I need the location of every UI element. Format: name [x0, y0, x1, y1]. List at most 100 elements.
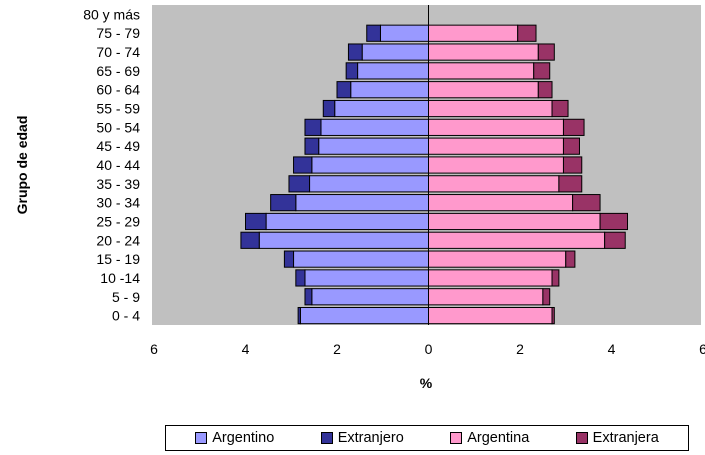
bar-extranjero-15-19 — [283, 250, 295, 268]
bar-extranjera-40-44 — [562, 156, 583, 174]
y-tick-label: 45 - 49 — [96, 138, 140, 154]
bar-argentina-55-59 — [428, 99, 553, 118]
bar-argentino-75-79 — [379, 24, 429, 42]
bar-extranjero-20-24 — [240, 231, 260, 249]
x-tick-label: 0 — [425, 341, 433, 357]
bar-argentina-5-9 — [428, 288, 544, 306]
bar-argentina-45-49 — [428, 137, 564, 155]
y-tick-label: 75 - 79 — [96, 25, 140, 41]
bar-extranjero-70-74 — [347, 43, 363, 61]
x-tick-label: 2 — [516, 341, 524, 357]
bar-extranjero-60-64 — [336, 81, 352, 99]
legend-swatch-extranjera — [575, 432, 588, 444]
bars-group — [240, 24, 629, 325]
bar-extranjero-35-39 — [288, 175, 311, 193]
y-tick-label: 0 - 4 — [112, 308, 140, 324]
legend-label-argentino: Argentino — [212, 430, 275, 446]
bar-extranjero-30-34 — [270, 194, 297, 212]
bar-argentina-70-74 — [428, 43, 539, 61]
bar-argentina-30-34 — [428, 194, 574, 212]
y-tick-label: 15 - 19 — [96, 251, 140, 267]
bar-argentina-0-4 — [428, 306, 553, 325]
bar-argentino-30-34 — [295, 194, 430, 212]
y-tick-label: 60 - 64 — [96, 82, 140, 98]
x-tick-label: 6 — [699, 341, 705, 357]
legend-label-extranjera: Extranjera — [592, 430, 659, 446]
bar-argentino-45-49 — [318, 137, 430, 155]
bar-extranjero-25-29 — [245, 212, 267, 231]
bar-extranjera-60-64 — [537, 81, 553, 99]
bar-argentino-40-44 — [311, 156, 429, 174]
bar-extranjera-30-34 — [572, 194, 601, 212]
y-axis-title: Grupo de edad — [14, 116, 30, 215]
bar-argentina-40-44 — [428, 156, 564, 174]
bar-argentina-35-39 — [428, 175, 560, 193]
legend-swatch-argentina — [450, 432, 463, 444]
y-tick-label: 10 -14 — [100, 270, 140, 286]
x-axis-title: % — [420, 375, 433, 391]
y-tick-label: 55 - 59 — [96, 101, 140, 117]
bar-argentina-65-69 — [428, 62, 535, 80]
bar-extranjera-10-14 — [551, 269, 560, 287]
bar-argentino-60-64 — [350, 81, 430, 99]
y-tick-label: 20 - 24 — [96, 232, 140, 248]
legend-label-argentina: Argentina — [467, 430, 530, 446]
bar-argentina-75-79 — [428, 24, 519, 42]
bar-argentino-25-29 — [265, 212, 429, 231]
x-tick-label: 2 — [333, 341, 341, 357]
bar-argentina-20-24 — [428, 231, 606, 249]
bar-argentino-10-14 — [304, 269, 430, 287]
bar-extranjera-35-39 — [558, 175, 583, 193]
x-tick-label: 6 — [150, 341, 158, 357]
bar-argentina-15-19 — [428, 250, 567, 268]
legend-swatch-argentino — [195, 432, 208, 444]
bar-extranjero-75-79 — [366, 24, 381, 42]
bar-extranjero-65-69 — [345, 62, 359, 80]
bar-extranjera-50-54 — [562, 118, 585, 136]
bar-argentino-50-54 — [320, 118, 429, 136]
y-tick-label: 30 - 34 — [96, 195, 140, 211]
bar-argentino-20-24 — [258, 231, 429, 249]
bar-argentina-50-54 — [428, 118, 564, 136]
legend-item-argentina: Argentina — [450, 430, 529, 446]
bar-extranjero-0-4 — [297, 306, 301, 325]
bar-argentino-70-74 — [361, 43, 430, 61]
bar-argentino-15-19 — [293, 250, 429, 268]
bar-extranjera-15-19 — [565, 250, 576, 268]
y-tick-label: 80 y más — [83, 6, 140, 22]
x-tick-label: 4 — [242, 341, 250, 357]
y-tick-label: 40 - 44 — [96, 157, 140, 173]
y-tick-label: 5 - 9 — [112, 289, 140, 305]
bar-extranjera-65-69 — [533, 62, 551, 80]
bar-extranjera-20-24 — [604, 231, 626, 249]
population-pyramid-chart: 80 y más 75 - 79 70 - 74 65 - 69 60 - 64 55 -… — [14, 5, 705, 391]
bar-extranjero-40-44 — [293, 156, 313, 174]
y-tick-label: 50 - 54 — [96, 119, 140, 135]
legend-swatch-extranjero — [320, 432, 333, 444]
bar-extranjero-45-49 — [304, 137, 320, 155]
bar-extranjera-0-4 — [551, 306, 555, 325]
bar-argentina-25-29 — [428, 212, 601, 231]
legend-item-extranjero: Extranjero — [320, 430, 404, 446]
bar-extranjero-5-9 — [304, 288, 313, 306]
bar-extranjero-10-14 — [295, 269, 306, 287]
legend-label-extranjero: Extranjero — [337, 430, 404, 446]
legend-item-extranjera: Extranjera — [575, 430, 659, 446]
bar-argentino-35-39 — [309, 175, 429, 193]
bar-argentina-10-14 — [428, 269, 553, 287]
y-tick-label: 25 - 29 — [96, 213, 140, 229]
bar-argentina-60-64 — [428, 81, 539, 99]
legend-item-argentino: Argentino — [195, 430, 274, 446]
bar-argentino-55-59 — [334, 99, 429, 118]
bar-extranjera-5-9 — [542, 288, 551, 306]
bar-extranjera-25-29 — [599, 212, 629, 231]
legend: Argentino Extranjero Argentina Extranjer… — [165, 425, 689, 451]
bar-extranjera-45-49 — [562, 137, 580, 155]
y-tick-labels: 80 y más 75 - 79 70 - 74 65 - 69 60 - 64 55 -… — [83, 6, 140, 323]
x-tick-labels: 6 4 2 0 2 4 6 — [150, 341, 705, 357]
bar-extranjera-75-79 — [517, 24, 537, 42]
bar-argentino-0-4 — [299, 306, 429, 325]
y-tick-label: 70 - 74 — [96, 44, 140, 60]
y-tick-label: 35 - 39 — [96, 176, 140, 192]
bar-extranjera-55-59 — [551, 99, 569, 118]
